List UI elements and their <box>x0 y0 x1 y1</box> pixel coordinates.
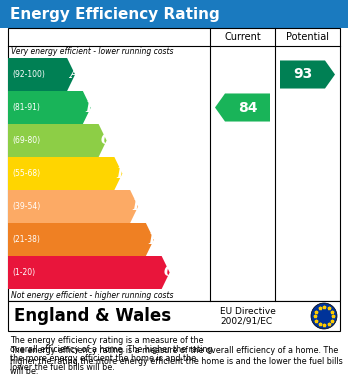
Text: overall efficiency of a home. The higher the rating: overall efficiency of a home. The higher… <box>10 345 213 354</box>
FancyBboxPatch shape <box>8 301 340 331</box>
Text: Potential: Potential <box>286 32 329 42</box>
Text: E: E <box>132 199 143 213</box>
Text: lower the fuel bills will be.: lower the fuel bills will be. <box>10 363 115 372</box>
Polygon shape <box>8 157 122 190</box>
Text: EU Directive: EU Directive <box>220 307 276 316</box>
Text: (92-100): (92-100) <box>12 70 45 79</box>
Polygon shape <box>8 58 75 91</box>
FancyBboxPatch shape <box>8 28 340 301</box>
Text: 93: 93 <box>293 68 312 81</box>
Text: Energy Efficiency Rating: Energy Efficiency Rating <box>10 7 220 22</box>
Text: A: A <box>69 68 80 81</box>
Text: (69-80): (69-80) <box>12 136 40 145</box>
Text: D: D <box>116 167 128 181</box>
Polygon shape <box>8 124 106 157</box>
Polygon shape <box>215 93 270 122</box>
Text: Not energy efficient - higher running costs: Not energy efficient - higher running co… <box>11 291 174 300</box>
Text: (1-20): (1-20) <box>12 268 35 277</box>
Polygon shape <box>8 256 170 289</box>
Text: (21-38): (21-38) <box>12 235 40 244</box>
Text: 2002/91/EC: 2002/91/EC <box>220 316 272 325</box>
Polygon shape <box>8 91 91 124</box>
Text: The energy efficiency rating is a measure of the overall efficiency of a home. T: The energy efficiency rating is a measur… <box>10 346 343 376</box>
Text: F: F <box>148 233 158 246</box>
Text: England & Wales: England & Wales <box>14 307 171 325</box>
Text: (81-91): (81-91) <box>12 103 40 112</box>
Text: Current: Current <box>224 32 261 42</box>
Text: B: B <box>85 100 97 115</box>
Circle shape <box>311 303 337 329</box>
Polygon shape <box>280 61 335 88</box>
Text: (55-68): (55-68) <box>12 169 40 178</box>
Text: Very energy efficient - lower running costs: Very energy efficient - lower running co… <box>11 47 174 57</box>
Text: The energy efficiency rating is a measure of the: The energy efficiency rating is a measur… <box>10 336 204 345</box>
Text: 84: 84 <box>238 100 257 115</box>
Text: (39-54): (39-54) <box>12 202 40 211</box>
Text: G: G <box>164 265 175 280</box>
Polygon shape <box>8 190 138 223</box>
Polygon shape <box>8 223 154 256</box>
FancyBboxPatch shape <box>0 0 348 28</box>
Text: the more energy efficient the home is and the: the more energy efficient the home is an… <box>10 354 196 363</box>
Text: C: C <box>101 133 112 147</box>
